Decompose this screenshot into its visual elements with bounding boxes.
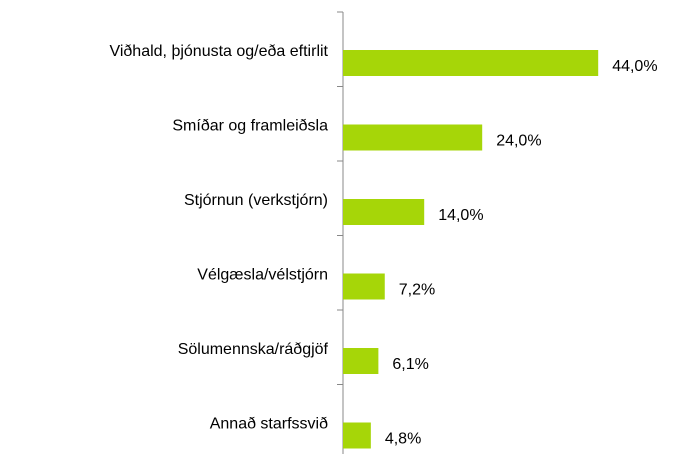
bar: [343, 50, 599, 76]
value-label: 24,0%: [496, 133, 541, 150]
category-label: Annað starfssvið: [210, 416, 328, 433]
bar: [343, 199, 425, 225]
bar: [343, 273, 385, 300]
bar: [343, 124, 483, 151]
value-label: 7,2%: [399, 282, 435, 299]
bar: [343, 422, 371, 449]
value-label: 4,8%: [385, 431, 421, 448]
category-label: Sölumennska/ráðgjöf: [178, 341, 329, 358]
category-label: Viðhald, þjónusta og/eða eftirlit: [109, 43, 328, 60]
value-label: 14,0%: [438, 207, 483, 224]
bar: [343, 348, 379, 374]
value-label: 44,0%: [612, 58, 657, 75]
category-label: Vélgæsla/vélstjórn: [197, 267, 328, 284]
category-label: Stjórnun (verkstjórn): [184, 192, 328, 209]
value-label: 6,1%: [392, 356, 428, 373]
category-label: Smíðar og framleiðsla: [172, 118, 328, 135]
